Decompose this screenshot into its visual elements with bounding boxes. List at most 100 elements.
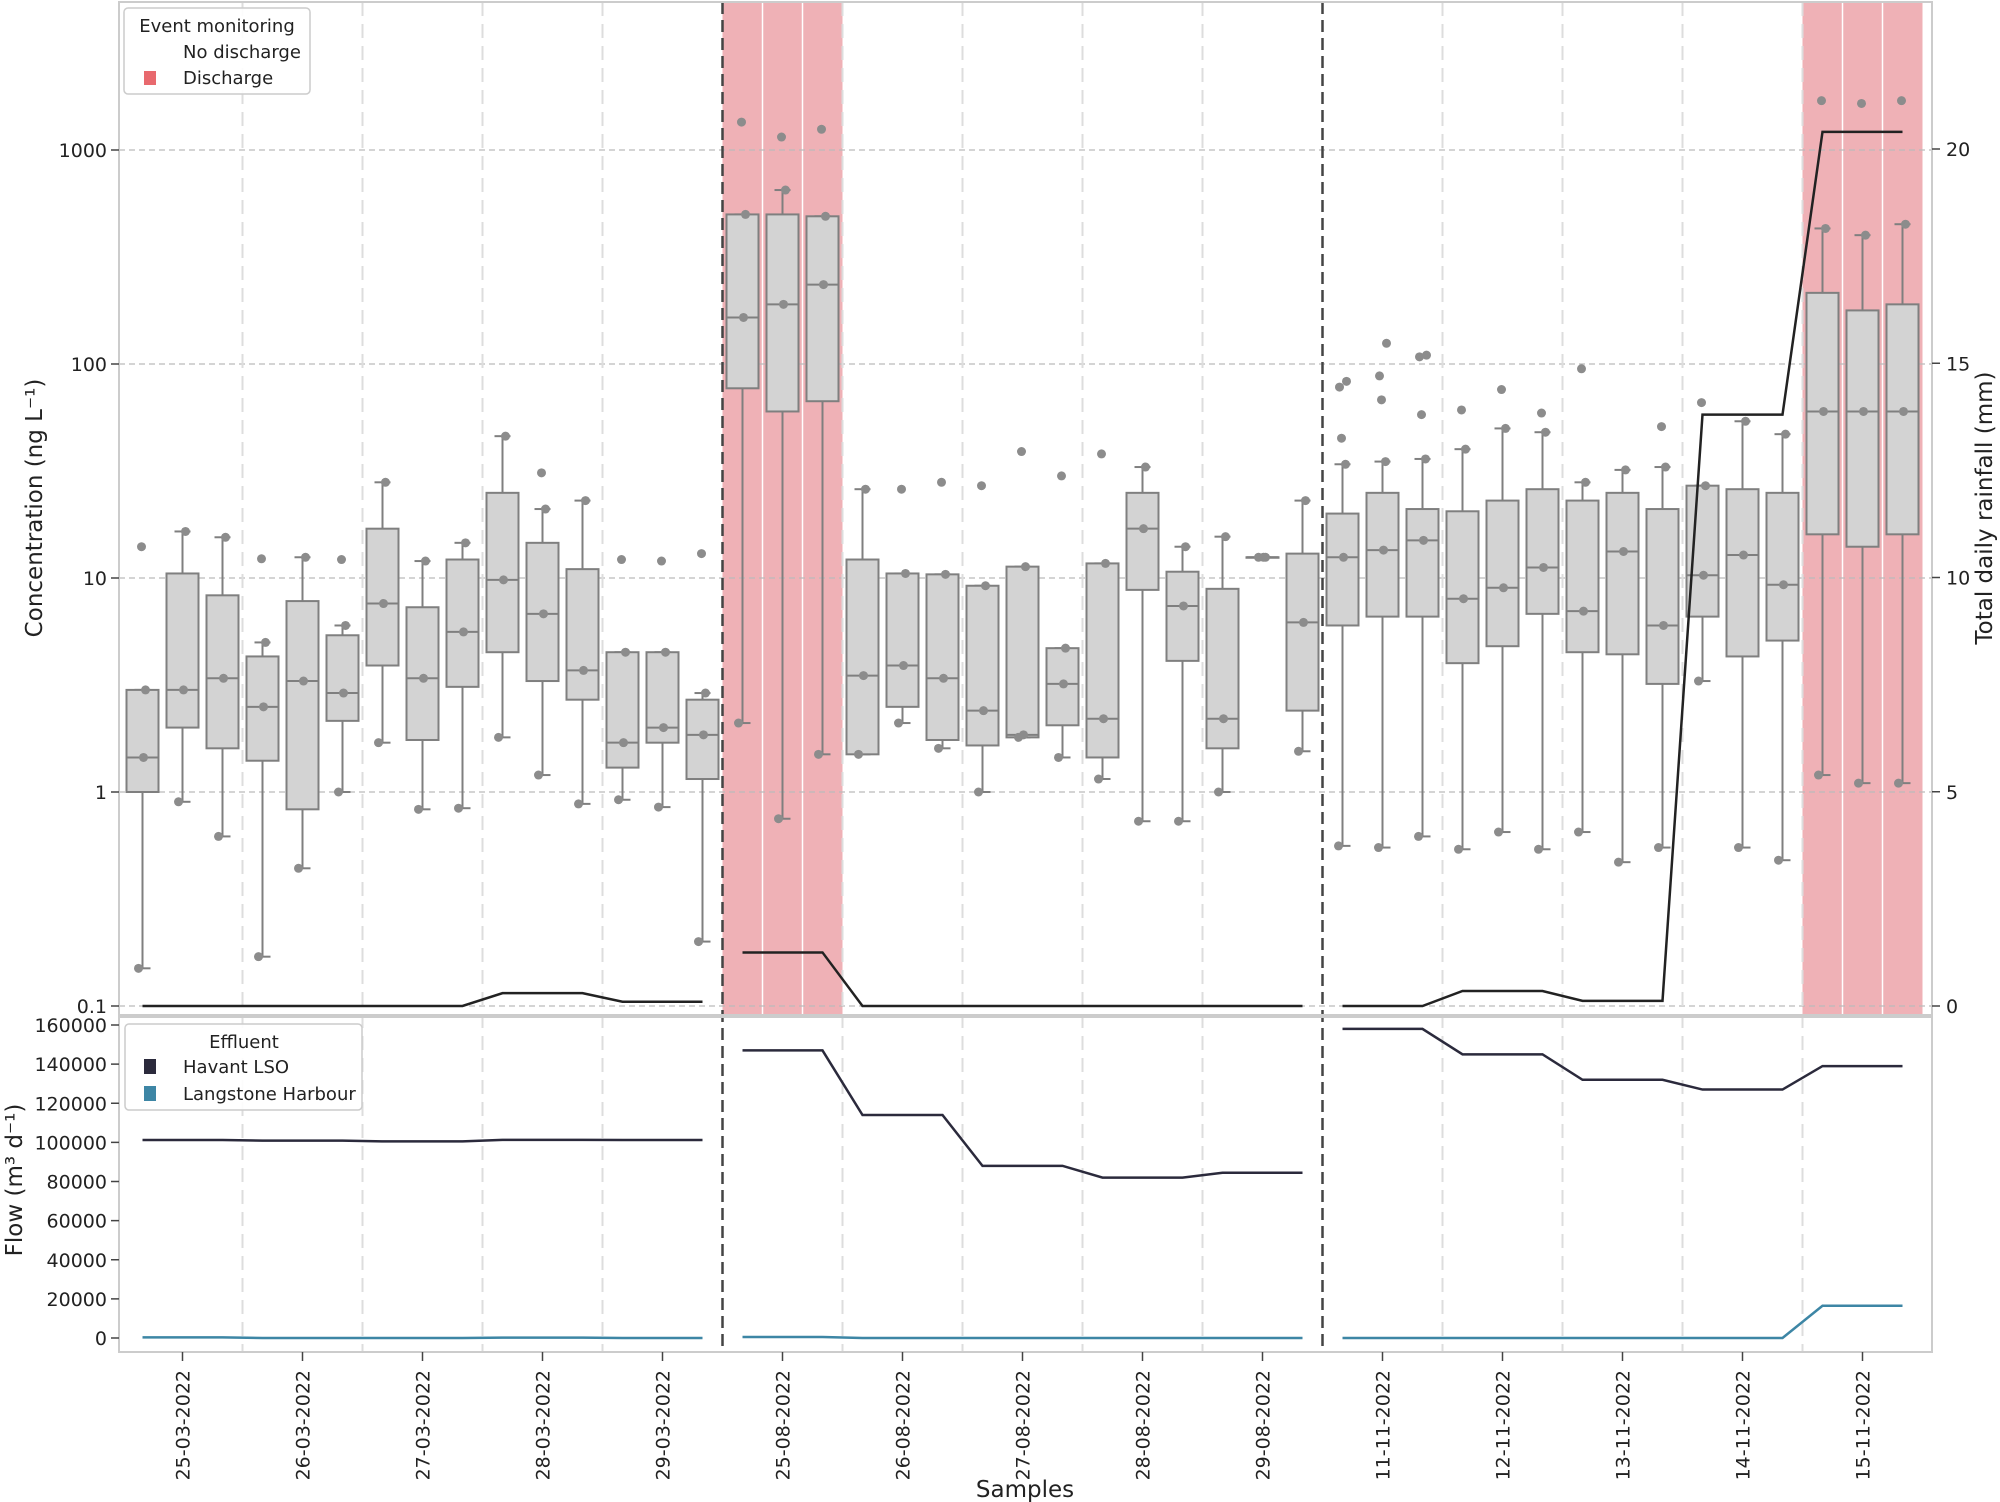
box-plot — [565, 496, 600, 809]
x-tick-label: 11-11-2022 — [1373, 1370, 1395, 1480]
data-point — [459, 627, 468, 637]
y2-tick-label: 10 — [1946, 568, 1970, 590]
y-tick-label: 1 — [95, 782, 107, 804]
data-point — [1459, 594, 1468, 604]
event-legend-frame — [123, 7, 311, 95]
box-plot — [1165, 542, 1200, 826]
box-iqr — [1205, 587, 1240, 750]
box-plot — [645, 556, 680, 812]
bottom-axes-frame — [118, 1016, 1933, 1353]
data-point — [1661, 462, 1670, 472]
data-point — [899, 661, 908, 671]
data-point — [541, 504, 550, 514]
data-point — [1259, 552, 1268, 562]
data-point — [374, 738, 383, 748]
data-point — [821, 211, 830, 221]
data-point — [1061, 643, 1070, 653]
box-plot — [1885, 96, 1920, 788]
data-point — [859, 671, 868, 681]
box-plot — [1205, 532, 1240, 797]
box-plot — [1325, 376, 1360, 851]
box-plot — [1405, 350, 1440, 841]
box-plot — [1285, 496, 1320, 756]
data-point — [901, 568, 910, 578]
data-point — [1659, 620, 1668, 630]
data-point — [454, 803, 463, 813]
data-point — [1577, 364, 1586, 374]
box-plot — [205, 532, 240, 841]
box-iqr — [1125, 491, 1160, 591]
data-point — [617, 555, 626, 565]
data-point — [1741, 416, 1750, 426]
data-point — [657, 556, 666, 566]
data-point — [1614, 857, 1623, 867]
box-iqr — [885, 572, 920, 708]
data-point — [1057, 471, 1066, 481]
data-point — [139, 752, 148, 762]
data-point — [419, 673, 428, 683]
box-iqr — [1565, 499, 1600, 654]
box-plot — [1645, 422, 1680, 853]
box-iqr — [1365, 491, 1400, 618]
data-point — [1534, 844, 1543, 854]
data-point — [1817, 96, 1826, 106]
data-point — [621, 647, 630, 657]
x-tick-label: 28-08-2022 — [1133, 1370, 1155, 1480]
data-point — [1101, 558, 1110, 568]
data-point — [854, 749, 863, 759]
data-point — [1339, 552, 1348, 562]
box-iqr — [805, 215, 840, 403]
data-point — [937, 477, 946, 487]
box-plot — [925, 477, 960, 753]
data-point — [1342, 376, 1351, 386]
box-plot — [1365, 338, 1400, 853]
box-iqr — [765, 213, 800, 413]
x-tick-label: 15-11-2022 — [1853, 1370, 1875, 1480]
data-point — [694, 937, 703, 947]
data-point — [1301, 496, 1310, 506]
box-iqr — [605, 651, 640, 769]
x-tick-label: 12-11-2022 — [1493, 1370, 1515, 1480]
box-iqr — [1525, 488, 1560, 615]
box-plot — [485, 431, 520, 742]
data-point — [1294, 746, 1303, 756]
data-point — [814, 749, 823, 759]
data-point — [1454, 844, 1463, 854]
data-point — [134, 963, 143, 973]
box-iqr — [685, 698, 720, 781]
event-legend-title: Event monitoring — [139, 16, 295, 37]
data-point — [1379, 545, 1388, 555]
data-point — [1821, 223, 1830, 233]
box-iqr — [1885, 303, 1920, 536]
data-point — [614, 795, 623, 805]
data-point — [739, 312, 748, 322]
data-point — [257, 554, 266, 564]
y-tick-label: 100 — [71, 354, 107, 376]
data-point — [539, 609, 548, 619]
data-point — [1694, 676, 1703, 686]
data-point — [1422, 350, 1431, 360]
legend-label: Havant LSO — [183, 1057, 289, 1078]
data-point — [1141, 462, 1150, 472]
data-point — [574, 799, 583, 809]
box-iqr — [285, 600, 320, 811]
data-point — [1814, 770, 1823, 780]
data-point — [1097, 449, 1106, 459]
data-point — [697, 549, 706, 559]
data-point — [1697, 398, 1706, 408]
legend-swatch — [144, 1086, 156, 1101]
data-point — [421, 556, 430, 566]
data-point — [1501, 423, 1510, 433]
data-point — [699, 730, 708, 740]
data-point — [219, 673, 228, 683]
data-point — [581, 496, 590, 506]
data-point — [774, 814, 783, 824]
box-iqr — [1005, 565, 1040, 739]
data-point — [1457, 405, 1466, 415]
data-point — [1579, 606, 1588, 616]
data-point — [861, 484, 870, 494]
box-plot — [1125, 462, 1160, 826]
data-point — [337, 555, 346, 565]
data-point — [934, 743, 943, 753]
